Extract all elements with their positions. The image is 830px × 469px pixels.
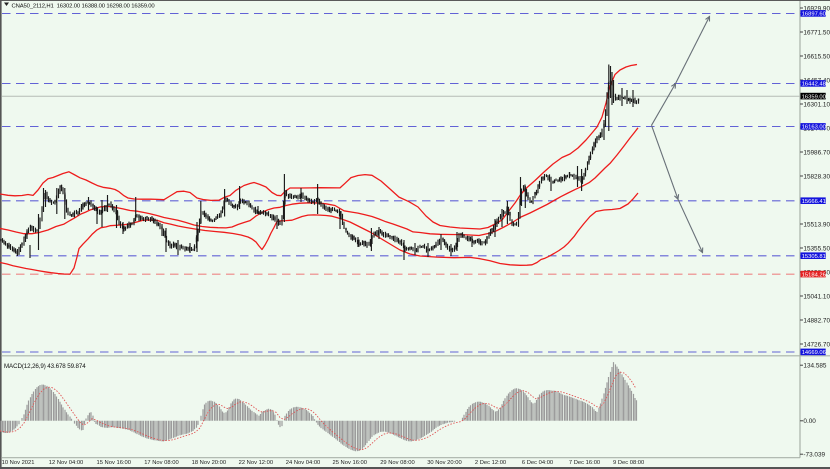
svg-text:16359.00: 16359.00 [802,94,826,100]
svg-text:22 Nov 12:00: 22 Nov 12:00 [239,460,273,466]
svg-text:16615.50: 16615.50 [803,53,830,60]
svg-text:15666.41: 15666.41 [802,199,826,205]
svg-text:7 Dec 16:00: 7 Dec 16:00 [569,460,600,466]
svg-text:10 Nov 2021: 10 Nov 2021 [2,460,35,466]
svg-text:24 Nov 04:00: 24 Nov 04:00 [286,460,320,466]
svg-text:16897.60: 16897.60 [802,12,826,18]
svg-text:15355.50: 15355.50 [803,245,830,252]
svg-text:16442.48: 16442.48 [802,82,826,88]
svg-text:15305.81: 15305.81 [802,254,826,260]
svg-text:0.00: 0.00 [803,418,816,425]
svg-text:16929.90: 16929.90 [803,5,830,12]
svg-text:12 Nov 04:00: 12 Nov 04:00 [49,460,83,466]
svg-text:MACD(12,26,9) 43.678 59.874: MACD(12,26,9) 43.678 59.874 [4,363,86,370]
svg-text:15828.30: 15828.30 [803,173,830,180]
svg-text:6 Dec 04:00: 6 Dec 04:00 [522,460,553,466]
svg-text:15184.26: 15184.26 [802,272,826,278]
svg-text:15513.90: 15513.90 [803,221,830,228]
svg-text:14882.70: 14882.70 [803,317,830,324]
svg-text:9 Dec 08:00: 9 Dec 08:00 [613,460,644,466]
svg-text:16771.50: 16771.50 [803,29,830,36]
svg-text:16163.00: 16163.00 [802,125,826,131]
svg-text:25 Nov 16:00: 25 Nov 16:00 [333,460,367,466]
svg-text:14726.70: 14726.70 [803,341,830,348]
svg-text:134.585: 134.585 [803,363,827,370]
svg-text:14669.06: 14669.06 [802,350,826,356]
svg-text:15 Nov 16:00: 15 Nov 16:00 [97,460,131,466]
svg-text:15041.10: 15041.10 [803,293,830,300]
svg-text:16301.10: 16301.10 [803,101,830,108]
svg-text:18 Nov 20:00: 18 Nov 20:00 [192,460,226,466]
svg-text:15986.70: 15986.70 [803,149,830,156]
svg-text:29 Nov 08:00: 29 Nov 08:00 [380,460,414,466]
svg-text:17 Nov 08:00: 17 Nov 08:00 [144,460,178,466]
svg-text:CNA50_2112,H1 16302.00 16388.: CNA50_2112,H1 16302.00 16388.00 16298.00… [12,4,156,10]
svg-text:2 Dec 12:00: 2 Dec 12:00 [475,460,506,466]
svg-text:-73.039: -73.039 [803,452,825,459]
svg-text:30 Nov 20:00: 30 Nov 20:00 [427,460,461,466]
